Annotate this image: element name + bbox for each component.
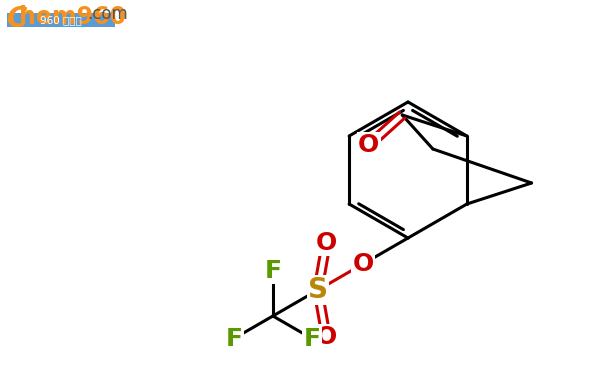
Text: C: C xyxy=(7,5,27,33)
Text: .com: .com xyxy=(87,5,128,23)
Text: O: O xyxy=(316,325,337,349)
Text: 960 化工网: 960 化工网 xyxy=(40,15,82,25)
Text: F: F xyxy=(226,327,243,351)
Text: O: O xyxy=(352,252,374,276)
Text: O: O xyxy=(316,231,337,255)
Text: F: F xyxy=(264,259,281,283)
Text: O: O xyxy=(358,133,379,157)
Text: F: F xyxy=(303,327,321,351)
Bar xyxy=(7,13,115,27)
Text: S: S xyxy=(308,276,328,304)
Text: hem960: hem960 xyxy=(19,5,126,29)
